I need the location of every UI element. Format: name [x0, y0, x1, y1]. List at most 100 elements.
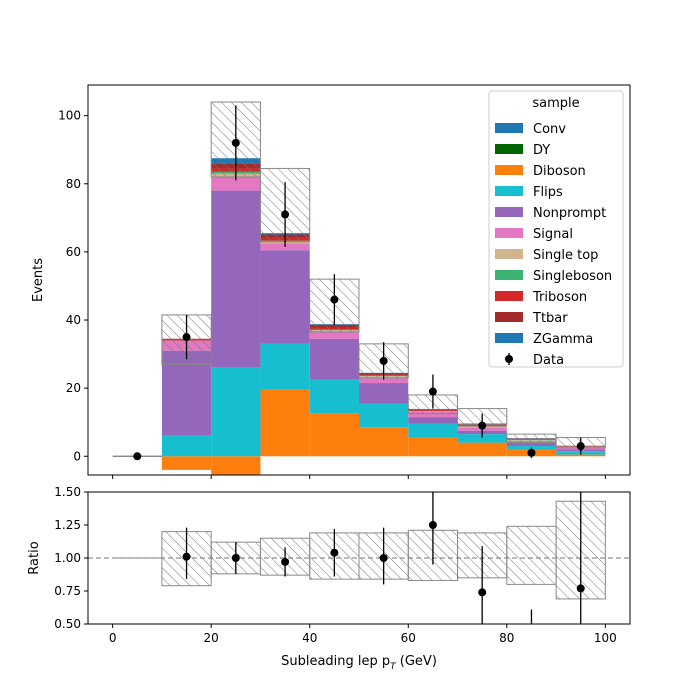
ratio-x-tick-label: 40: [302, 631, 317, 645]
data-point: [478, 421, 487, 430]
main-y-tick-label: 0: [73, 449, 81, 463]
main-y-tick-label: 60: [66, 245, 81, 259]
data-point: [527, 448, 536, 457]
data-point: [231, 138, 240, 147]
ratio-point: [576, 584, 585, 593]
ratio-point: [330, 548, 339, 557]
legend-swatch-diboson: [495, 165, 523, 175]
data-point: [379, 356, 388, 365]
legend-label: Triboson: [532, 290, 587, 305]
legend-label: Ttbar: [532, 311, 568, 326]
bar-nonprompt: [309, 338, 359, 380]
uncertainty-band-bin: [506, 433, 557, 444]
ratio-y-tick-label: 1.25: [54, 518, 81, 532]
bar-signal: [359, 377, 409, 384]
data-point: [182, 333, 191, 342]
bar-flips: [359, 403, 409, 428]
bar-diboson: [408, 437, 458, 457]
main-y-ticks: 0 20 40 60 80 100: [58, 109, 88, 463]
bar-nonprompt: [260, 250, 310, 344]
bar-diboson: [309, 413, 359, 457]
ratio-x-tick-label: 100: [594, 631, 617, 645]
bar-flips: [260, 343, 310, 390]
ratio-y-tick-label: 1.00: [54, 551, 81, 565]
legend-swatch-dy: [495, 144, 523, 154]
data-point: [330, 295, 339, 304]
ratio-y-tick-label: 0.75: [54, 584, 81, 598]
legend-label: Signal: [533, 227, 573, 242]
ratio-y-tick-label: 1.50: [54, 485, 81, 499]
ratio-point: [428, 521, 437, 529]
ratio-y-ticks: 0.50 0.75 1.00 1.25 1.50: [54, 485, 88, 631]
ratio-x-tick-label: 80: [499, 631, 514, 645]
x-axis-label: Subleading lep pT (GeV): [281, 654, 437, 672]
ratio-point: [182, 552, 191, 561]
ratio-x-tick-label: 20: [204, 631, 219, 645]
legend-title: sample: [532, 96, 579, 111]
ratio-y-tick-label: 0.50: [54, 617, 81, 631]
ratio-point: [281, 557, 290, 566]
bar-flips: [161, 435, 212, 457]
legend-swatch-conv: [495, 123, 523, 133]
main-plot-panel: 0 20 40 60 80 100 Events: [31, 84, 631, 479]
ratio-x-tick-label: 60: [401, 631, 416, 645]
main-y-tick-label: 40: [66, 313, 81, 327]
main-y-axis-label: Events: [31, 258, 46, 302]
bar-nonprompt: [408, 417, 458, 424]
data-point: [133, 452, 142, 461]
legend-swatch-triboson: [495, 291, 523, 301]
data-point: [428, 387, 437, 396]
data-point: [576, 442, 585, 451]
main-x-ticks: [112, 475, 606, 479]
legend-label: Flips: [533, 185, 563, 200]
bar-diboson: [260, 389, 310, 457]
bar-flips: [211, 367, 261, 457]
bar-nonprompt: [161, 350, 212, 436]
bar-flips: [457, 434, 507, 443]
legend-label: Singleboson: [533, 269, 612, 284]
ratio-point: [478, 588, 487, 597]
ratio-points: [182, 492, 585, 624]
legend-label: Nonprompt: [533, 206, 606, 221]
legend-swatch-ttbar: [495, 312, 523, 322]
bar-signal: [211, 176, 261, 191]
ratio-x-tick-label: 0: [109, 631, 117, 645]
legend: sample Conv DY Diboson Flips Nonprompt Signal S…: [488, 90, 624, 368]
legend-swatch-singleboson: [495, 270, 523, 280]
ratio-x-ticks: 0 20 40 60 80 100: [109, 624, 617, 645]
legend-swatch-signal: [495, 228, 523, 238]
legend-swatch-nonprompt: [495, 207, 523, 217]
bar-nonprompt: [359, 383, 409, 404]
main-axes-frame: [87, 84, 631, 476]
ratio-point: [231, 554, 240, 562]
bar-diboson: [359, 427, 409, 457]
legend-swatch-zgamma: [495, 333, 523, 343]
bar-signal: [309, 331, 359, 339]
main-y-tick-label: 100: [58, 109, 81, 123]
bar-flips: [309, 379, 359, 414]
ratio-band-bin: [506, 525, 557, 585]
bar-diboson: [556, 454, 606, 457]
legend-label: DY: [533, 143, 550, 158]
main-y-tick-label: 20: [66, 381, 81, 395]
legend-swatch-flips: [495, 186, 523, 196]
bar-flips: [408, 423, 458, 438]
ratio-point: [379, 554, 388, 562]
main-y-tick-label: 80: [66, 177, 81, 191]
data-points: [112, 105, 585, 461]
legend-label: Single top: [533, 248, 598, 263]
ratio-y-axis-label: Ratio: [27, 541, 42, 574]
legend-swatch-single-top: [495, 249, 523, 259]
legend-label: Diboson: [533, 164, 586, 179]
legend-label: ZGamma: [533, 332, 593, 347]
legend-label: Conv: [533, 122, 566, 137]
ratio-plot-panel: 0.50 0.75 1.00 1.25 1.50 0 20 40 60 80 100 Ratio: [27, 485, 631, 645]
bar-diboson: [457, 442, 507, 457]
bar-nonprompt: [211, 190, 261, 368]
bar-signal: [408, 411, 458, 418]
legend-swatch-data: [505, 355, 513, 363]
bar-diboson: [211, 456, 261, 475]
bar-diboson: [161, 456, 212, 470]
bar-nonprompt: [506, 442, 557, 447]
